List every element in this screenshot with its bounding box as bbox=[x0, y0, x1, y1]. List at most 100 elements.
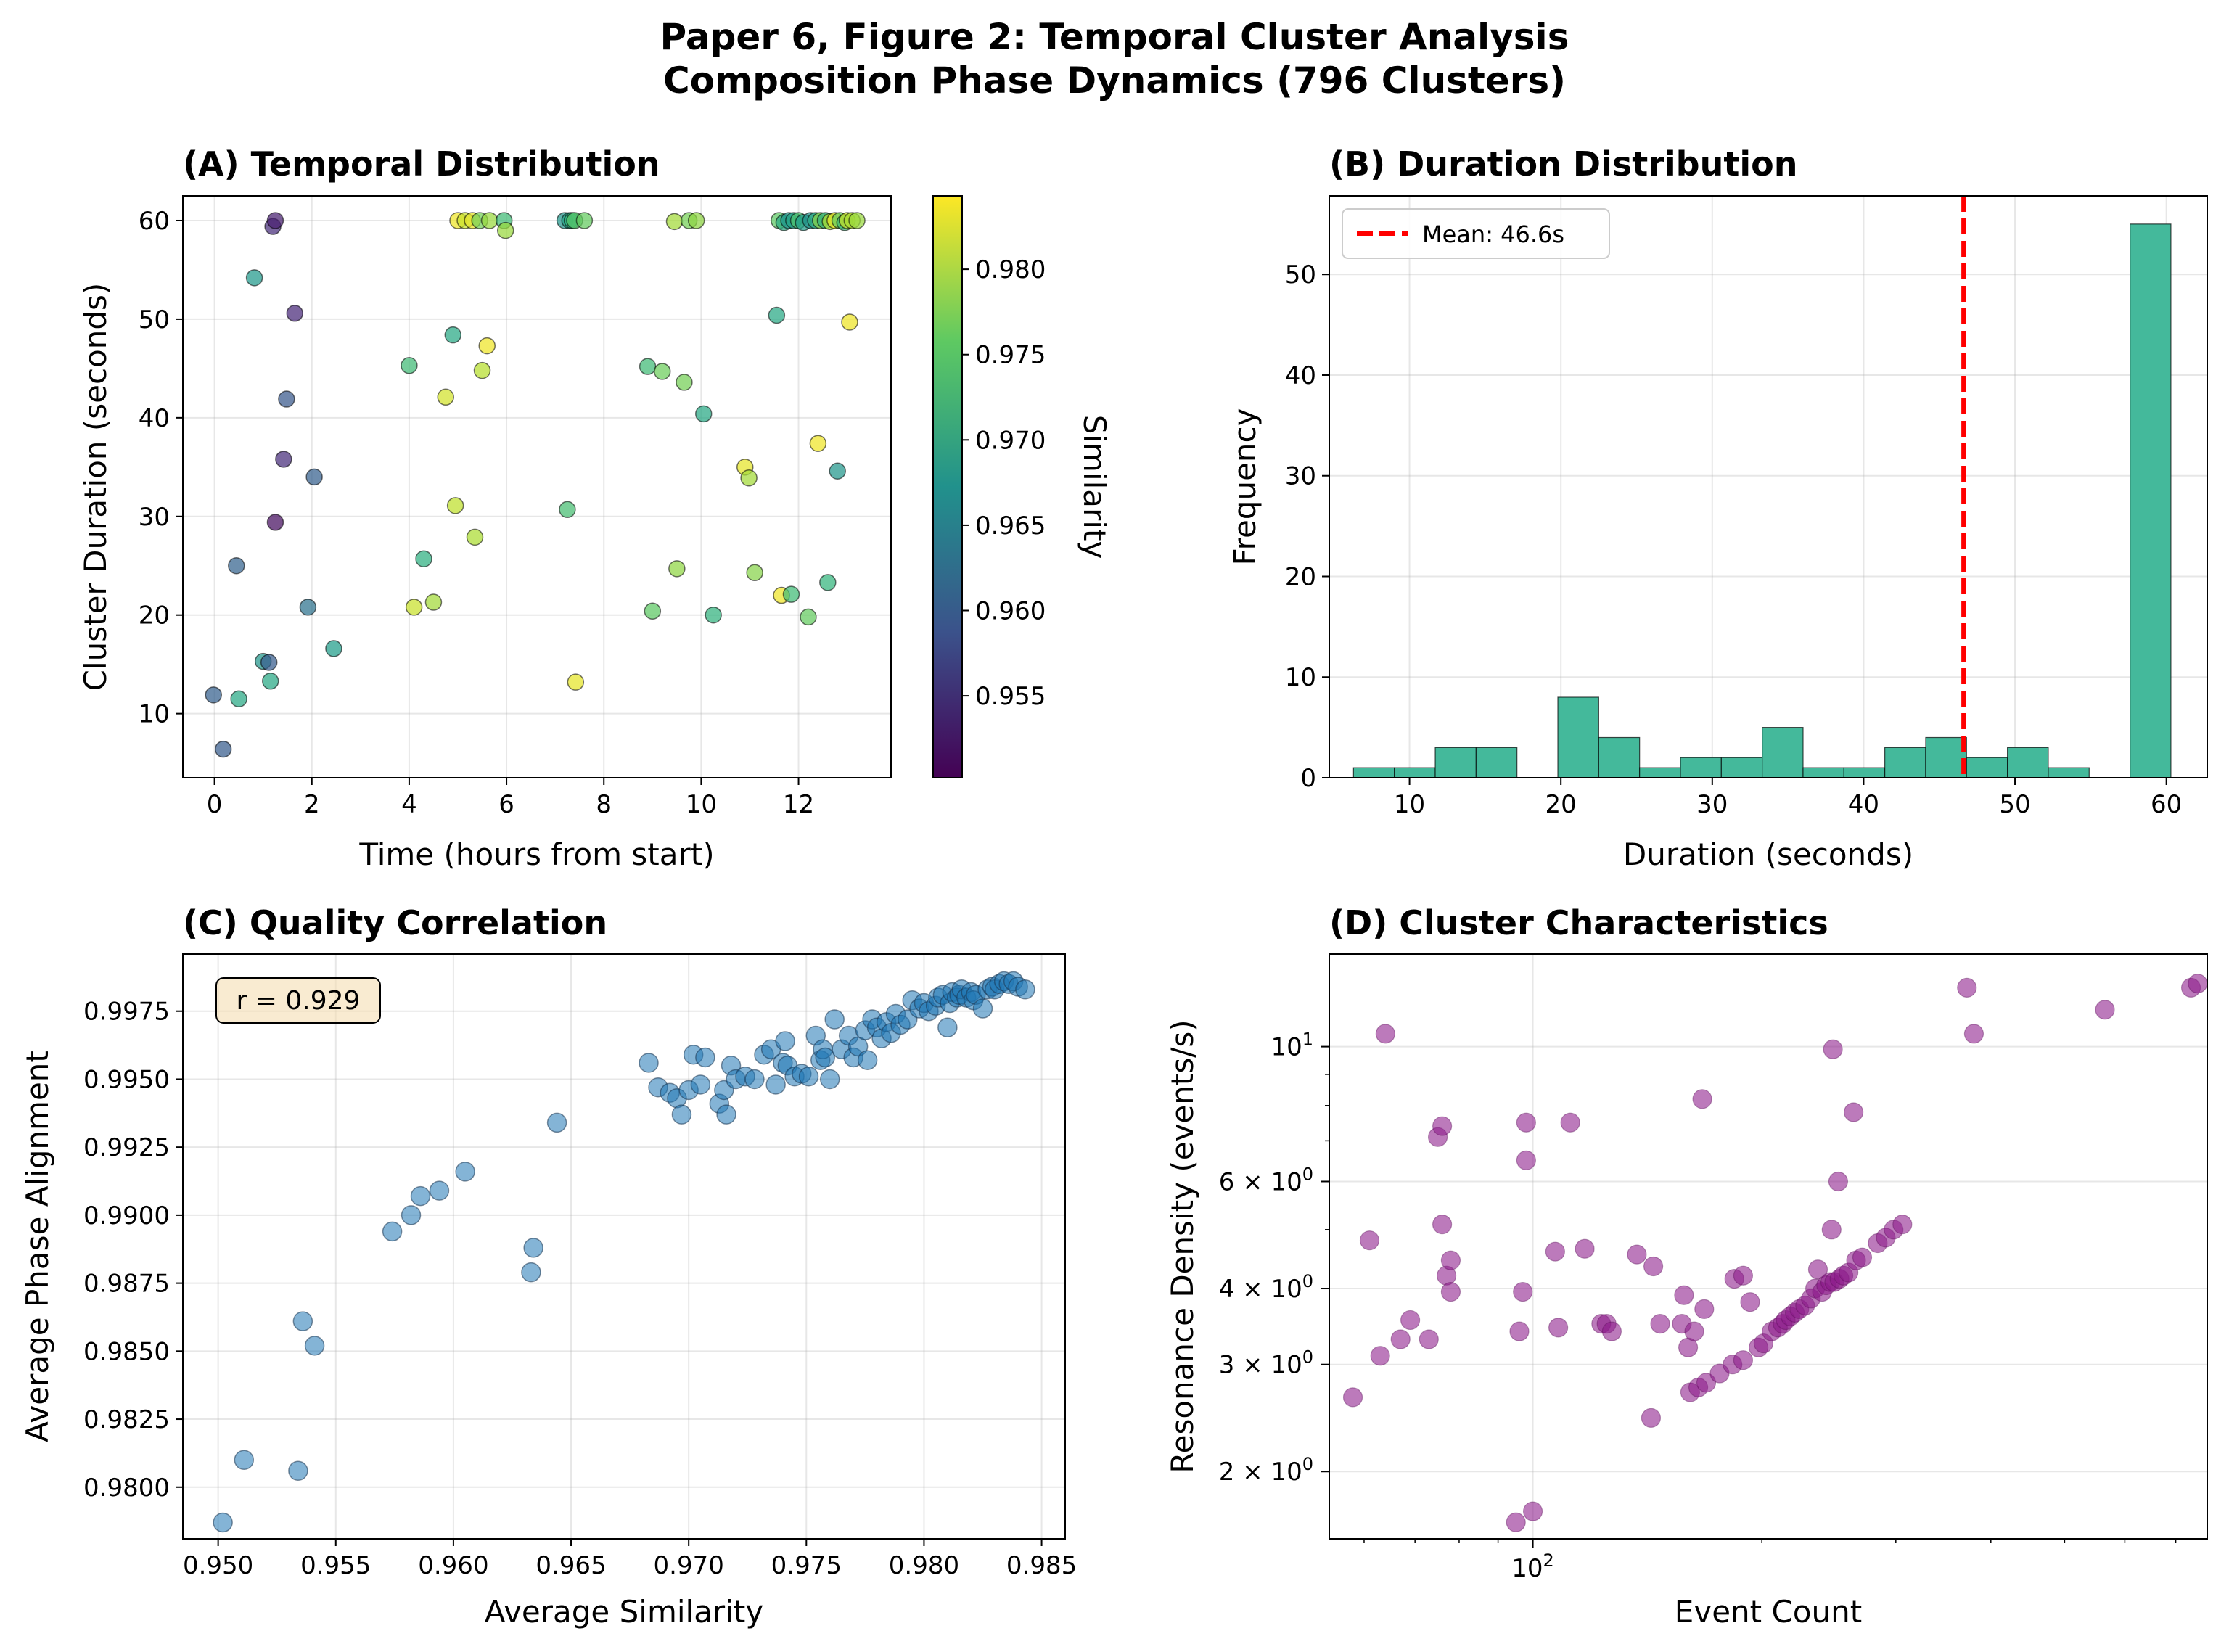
data-point bbox=[228, 556, 245, 575]
data-point bbox=[1513, 1282, 1533, 1302]
panel-d-xlabel: Event Count bbox=[1675, 1594, 1862, 1630]
data-point bbox=[1643, 1256, 1664, 1277]
data-point bbox=[1692, 1089, 1712, 1109]
data-point bbox=[2095, 1000, 2115, 1020]
x-tick-label: 2 bbox=[304, 790, 320, 819]
data-point bbox=[559, 501, 576, 519]
colorbar-tick-label: 0.965 bbox=[975, 511, 1046, 541]
data-point bbox=[644, 602, 662, 620]
x-tick-label: 0.950 bbox=[183, 1551, 253, 1580]
data-point bbox=[424, 593, 443, 611]
data-point bbox=[740, 469, 758, 487]
x-tick-label: 0.960 bbox=[418, 1551, 488, 1580]
data-point bbox=[401, 1205, 422, 1225]
panel-a-colorbar bbox=[932, 195, 963, 778]
y-tick-label: 40 bbox=[139, 404, 170, 433]
data-point bbox=[1650, 1314, 1670, 1334]
data-point bbox=[214, 740, 232, 758]
x-tick-label: 10 bbox=[1394, 790, 1425, 819]
data-point bbox=[848, 212, 866, 229]
data-point bbox=[744, 1069, 765, 1090]
data-point bbox=[1375, 1024, 1395, 1044]
data-point bbox=[1740, 1292, 1760, 1312]
data-point bbox=[444, 326, 462, 344]
panel-c-annotation: r = 0.929 bbox=[215, 977, 381, 1024]
x-tick-label: 60 bbox=[2151, 790, 2182, 819]
data-point bbox=[1733, 1350, 1754, 1370]
data-point bbox=[671, 1104, 692, 1125]
data-point bbox=[405, 599, 423, 616]
x-tick-label: 0.955 bbox=[300, 1551, 371, 1580]
histogram-bar bbox=[1802, 767, 1844, 778]
data-point bbox=[798, 1066, 819, 1087]
data-point bbox=[857, 1050, 878, 1070]
data-point bbox=[937, 1017, 958, 1037]
colorbar-tick-label: 0.955 bbox=[975, 682, 1046, 711]
x-tick-label: 0 bbox=[207, 790, 223, 819]
data-point bbox=[382, 1221, 403, 1242]
data-point bbox=[205, 686, 223, 704]
colorbar-tick-label: 0.960 bbox=[975, 597, 1046, 626]
data-point bbox=[260, 654, 278, 671]
data-point bbox=[261, 673, 279, 690]
data-point bbox=[809, 435, 827, 452]
data-point bbox=[567, 673, 585, 691]
data-point bbox=[292, 1311, 313, 1331]
y-tick-label: 6 × 100 bbox=[1219, 1164, 1313, 1196]
data-point bbox=[1575, 1238, 1595, 1259]
data-point bbox=[1957, 977, 1977, 998]
panel-b-xlabel: Duration (seconds) bbox=[1623, 837, 1913, 872]
data-point bbox=[746, 564, 763, 582]
y-tick-label: 4 × 100 bbox=[1219, 1271, 1313, 1304]
y-tick-label: 20 bbox=[1285, 562, 1316, 591]
histogram-bar bbox=[1598, 736, 1641, 778]
data-point bbox=[1694, 1299, 1715, 1319]
panel-c-xlabel: Average Similarity bbox=[485, 1594, 763, 1630]
y-tick-label: 50 bbox=[1285, 260, 1316, 289]
histogram-bar bbox=[2048, 767, 2090, 778]
data-point bbox=[1828, 1171, 1849, 1192]
panel-c-title: (C) Quality Correlation bbox=[183, 903, 607, 942]
histogram-bar bbox=[1843, 767, 1886, 778]
data-point bbox=[705, 606, 722, 624]
data-point bbox=[1440, 1250, 1461, 1270]
data-point bbox=[213, 1512, 233, 1533]
panel-b-ylabel: Frequency bbox=[1227, 408, 1263, 566]
panel-b-bars bbox=[1352, 223, 2172, 778]
data-point bbox=[278, 390, 295, 408]
data-point bbox=[266, 514, 284, 531]
y-tick-label: 30 bbox=[139, 503, 170, 532]
histogram-bar bbox=[1762, 727, 1804, 778]
x-tick-label: 0.975 bbox=[771, 1551, 842, 1580]
panel-b-ticks: 10 20 30 40 50 60 0 10 20 30 40 50 bbox=[1285, 260, 2183, 819]
x-tick-label: 0.965 bbox=[535, 1551, 606, 1580]
data-point bbox=[455, 1162, 475, 1182]
data-point bbox=[1506, 1512, 1526, 1532]
data-point bbox=[1684, 1321, 1704, 1341]
histogram-bar bbox=[1966, 757, 2008, 778]
histogram-bar bbox=[1720, 757, 1763, 778]
panel-temporal-distribution: (A) Temporal Distribution 0 2 4 6 8 10 12 10 20 3… bbox=[78, 144, 1112, 872]
data-point bbox=[521, 1262, 541, 1283]
y-tick-label: 10 bbox=[1285, 663, 1316, 692]
data-point bbox=[1419, 1329, 1439, 1349]
panel-a-colorbar-ticks: 0.955 0.960 0.965 0.970 0.975 0.980 bbox=[962, 255, 1046, 711]
x-tick-label: 0.970 bbox=[654, 1551, 724, 1580]
data-point bbox=[1548, 1318, 1569, 1338]
x-tick-label: 30 bbox=[1696, 790, 1728, 819]
data-point bbox=[1733, 1265, 1754, 1286]
data-point bbox=[415, 550, 432, 567]
panel-c-ticks: 0.950 0.955 0.960 0.965 0.970 0.975 0.980 0.985… bbox=[83, 998, 1077, 1580]
data-point bbox=[245, 269, 263, 287]
data-point bbox=[1674, 1285, 1694, 1305]
data-point bbox=[815, 1047, 835, 1068]
data-point bbox=[1560, 1112, 1580, 1133]
data-point bbox=[665, 213, 684, 231]
y-tick-label: 60 bbox=[139, 207, 170, 236]
histogram-bar bbox=[1680, 757, 1722, 778]
data-point bbox=[824, 1009, 845, 1030]
data-point bbox=[800, 608, 817, 626]
panel-a-ylabel: Cluster Duration (seconds) bbox=[78, 283, 113, 691]
